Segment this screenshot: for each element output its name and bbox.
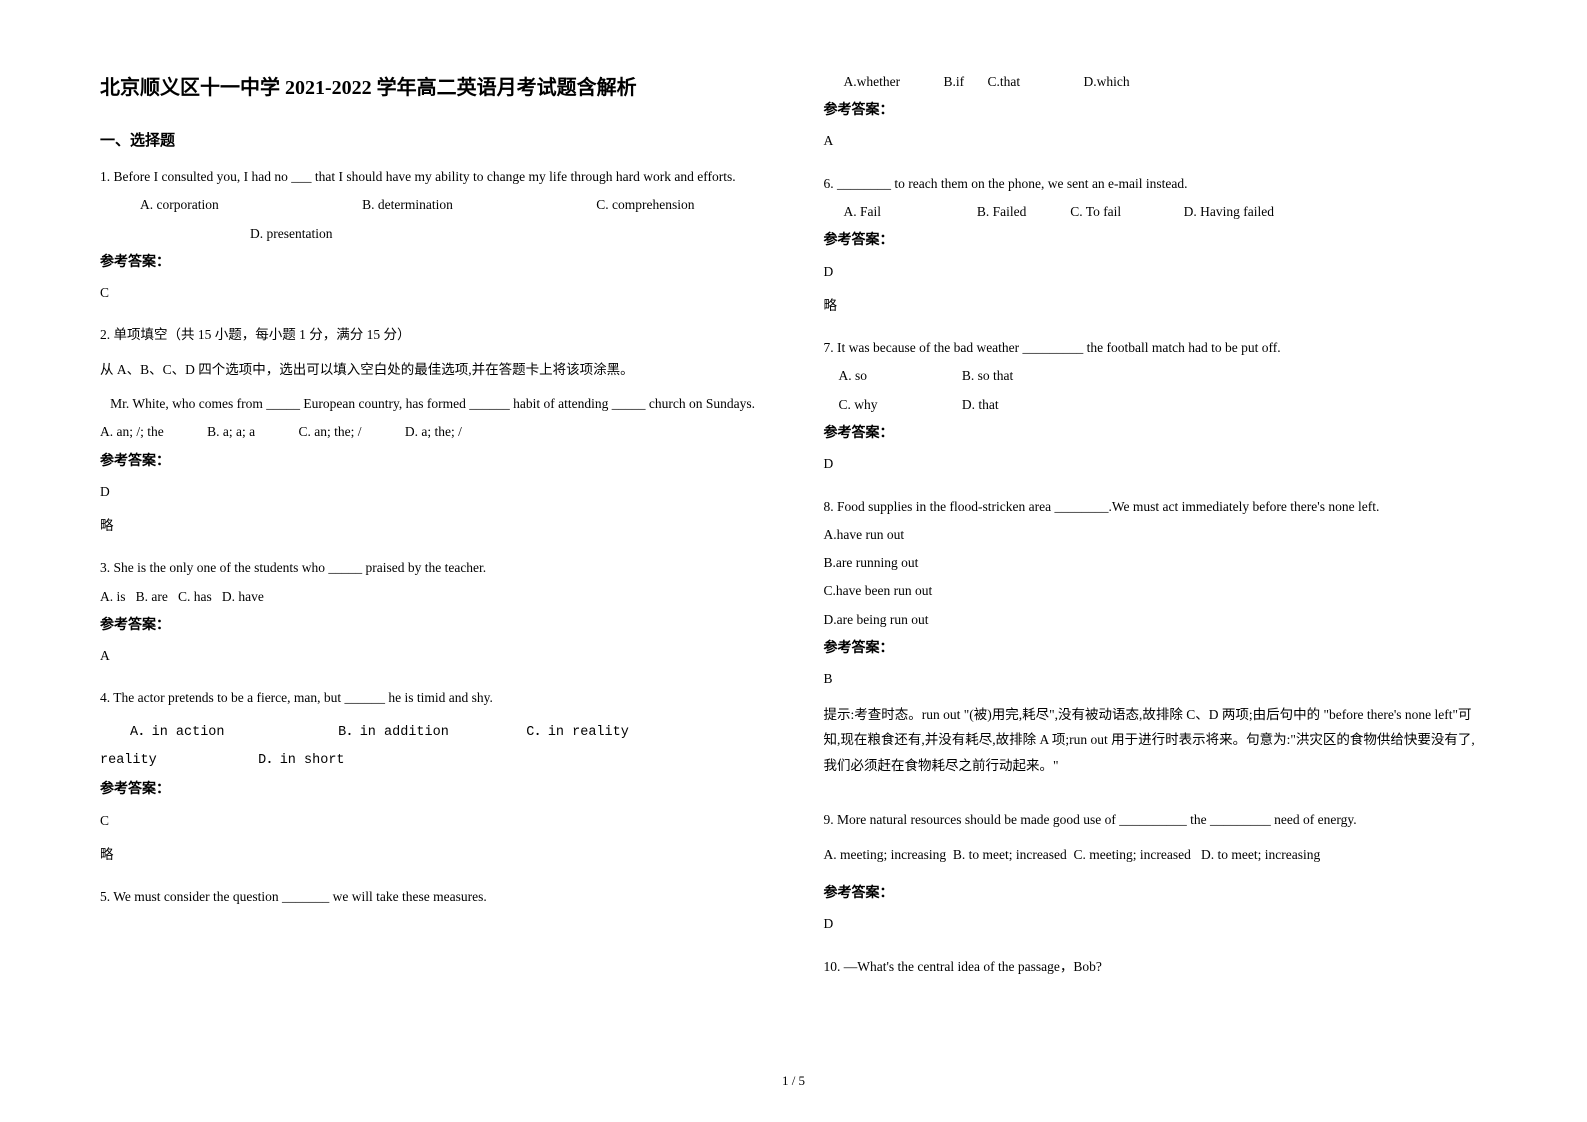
option-a: A. an; /; the [100,420,164,444]
page-container: 北京顺义区十一中学 2021-2022 学年高二英语月考试题含解析 一、选择题 … [100,70,1487,1070]
option-d: D. presentation [250,222,332,246]
option-d: D.which [1084,74,1130,89]
question-stem: 4. The actor pretends to be a fierce, ma… [100,686,764,710]
option-b: B.are running out [824,551,1488,575]
option-c: C. To fail [1070,200,1180,224]
answer-note: 略 [824,294,1488,318]
question-options: A. meeting; increasing B. to meet; incre… [824,843,1488,867]
answer-label: 参考答案： [824,98,1488,123]
option-a: A.whether [844,70,901,94]
option-b: B. determination [362,193,453,217]
answer-label: 参考答案： [100,449,764,474]
question-stem-line2: 从 A、B、C、D 四个选项中，选出可以填入空白处的最佳选项,并在答题卡上将该项… [100,358,764,382]
section-header: 一、选择题 [100,128,764,155]
question-stem: 3. She is the only one of the students w… [100,556,764,580]
question-stem: 5. We must consider the question _______… [100,885,764,909]
answer-label: 参考答案： [824,421,1488,446]
question-options-line2: reality D．in short [100,749,764,773]
question-options: A. Fail B. Failed C. To fail D. Having f… [824,200,1488,224]
answer-value: D [100,480,764,504]
answer-value: B [824,667,1488,691]
option-d: D.are being run out [824,608,1488,632]
option-c: C. an; the; / [298,420,361,444]
option-b: B．in addition [338,721,518,745]
answer-label: 参考答案： [100,250,764,275]
question-5-stem: 5. We must consider the question _______… [100,885,764,913]
answer-label: 参考答案： [824,228,1488,253]
right-column: A.whether B.if C.that D.which 参考答案： A 6.… [824,70,1488,1070]
answer-label: 参考答案： [824,881,1488,906]
answer-explanation: 提示:考查时态。run out "(被)用完,耗尽",没有被动语态,故排除 C、… [824,702,1488,779]
answer-value: A [824,129,1488,153]
question-options: A. corporation B. determination C. compr… [100,193,764,217]
option-a: A.have run out [824,523,1488,547]
question-options: A.whether B.if C.that D.which [824,70,1488,94]
option-c: C.have been run out [824,579,1488,603]
question-8: 8. Food supplies in the flood-stricken a… [824,495,1488,789]
answer-label: 参考答案： [824,636,1488,661]
option-d: D．in short [258,753,344,768]
option-b: B. Failed [977,200,1067,224]
question-options: A. is B. are C. has D. have [100,585,764,609]
answer-note: 略 [100,843,764,867]
answer-note: 略 [100,514,764,538]
option-d: D. a; the; / [405,424,462,439]
answer-value: D [824,452,1488,476]
question-options-row2: C. why D. that [824,393,1488,417]
question-4: 4. The actor pretends to be a fierce, ma… [100,686,764,877]
left-column: 北京顺义区十一中学 2021-2022 学年高二英语月考试题含解析 一、选择题 … [100,70,764,1070]
question-stem-line1: 2. 单项填空（共 15 小题，每小题 1 分，满分 15 分） [100,323,764,347]
option-d: D. Having failed [1184,204,1274,219]
question-options-line2: D. presentation [100,222,764,246]
option-c: C．in reality [526,721,629,745]
page-number: 1 / 5 [0,1069,1587,1092]
question-stem-line3: Mr. White, who comes from _____ European… [100,392,764,416]
question-options: A. an; /; the B. a; a; a C. an; the; / D… [100,420,764,444]
question-5-rest: A.whether B.if C.that D.which 参考答案： A [824,70,1488,164]
question-stem: 9. More natural resources should be made… [824,808,1488,832]
question-10: 10. —What's the central idea of the pass… [824,955,1488,983]
option-a: A．in action [130,721,330,745]
question-7: 7. It was because of the bad weather ___… [824,336,1488,486]
option-a: A. corporation [140,193,219,217]
question-stem: 6. ________ to reach them on the phone, … [824,172,1488,196]
question-2: 2. 单项填空（共 15 小题，每小题 1 分，满分 15 分） 从 A、B、C… [100,323,764,548]
answer-label: 参考答案： [100,777,764,802]
answer-value: C [100,281,764,305]
answer-value: D [824,260,1488,284]
question-1: 1. Before I consulted you, I had no ___ … [100,165,764,315]
option-c: C. why [839,393,959,417]
option-a: A. so [839,364,959,388]
question-options-row1: A. so B. so that [824,364,1488,388]
option-d: D. that [962,397,999,412]
document-title: 北京顺义区十一中学 2021-2022 学年高二英语月考试题含解析 [100,70,764,106]
option-b: B.if [943,70,964,94]
question-stem: 1. Before I consulted you, I had no ___ … [100,165,764,189]
answer-label: 参考答案： [100,613,764,638]
answer-value: C [100,809,764,833]
option-b: B. a; a; a [207,420,255,444]
option-b: B. so that [962,368,1013,383]
question-stem: 8. Food supplies in the flood-stricken a… [824,495,1488,519]
option-c: C.that [988,70,1021,94]
question-6: 6. ________ to reach them on the phone, … [824,172,1488,328]
answer-value: A [100,644,764,668]
option-c: C. comprehension [596,193,694,217]
question-stem: 7. It was because of the bad weather ___… [824,336,1488,360]
answer-value: D [824,912,1488,936]
question-stem: 10. —What's the central idea of the pass… [824,955,1488,979]
question-options: A．in action B．in addition C．in reality [100,721,764,745]
option-a: A. Fail [844,200,974,224]
question-3: 3. She is the only one of the students w… [100,556,764,678]
question-9: 9. More natural resources should be made… [824,808,1488,946]
